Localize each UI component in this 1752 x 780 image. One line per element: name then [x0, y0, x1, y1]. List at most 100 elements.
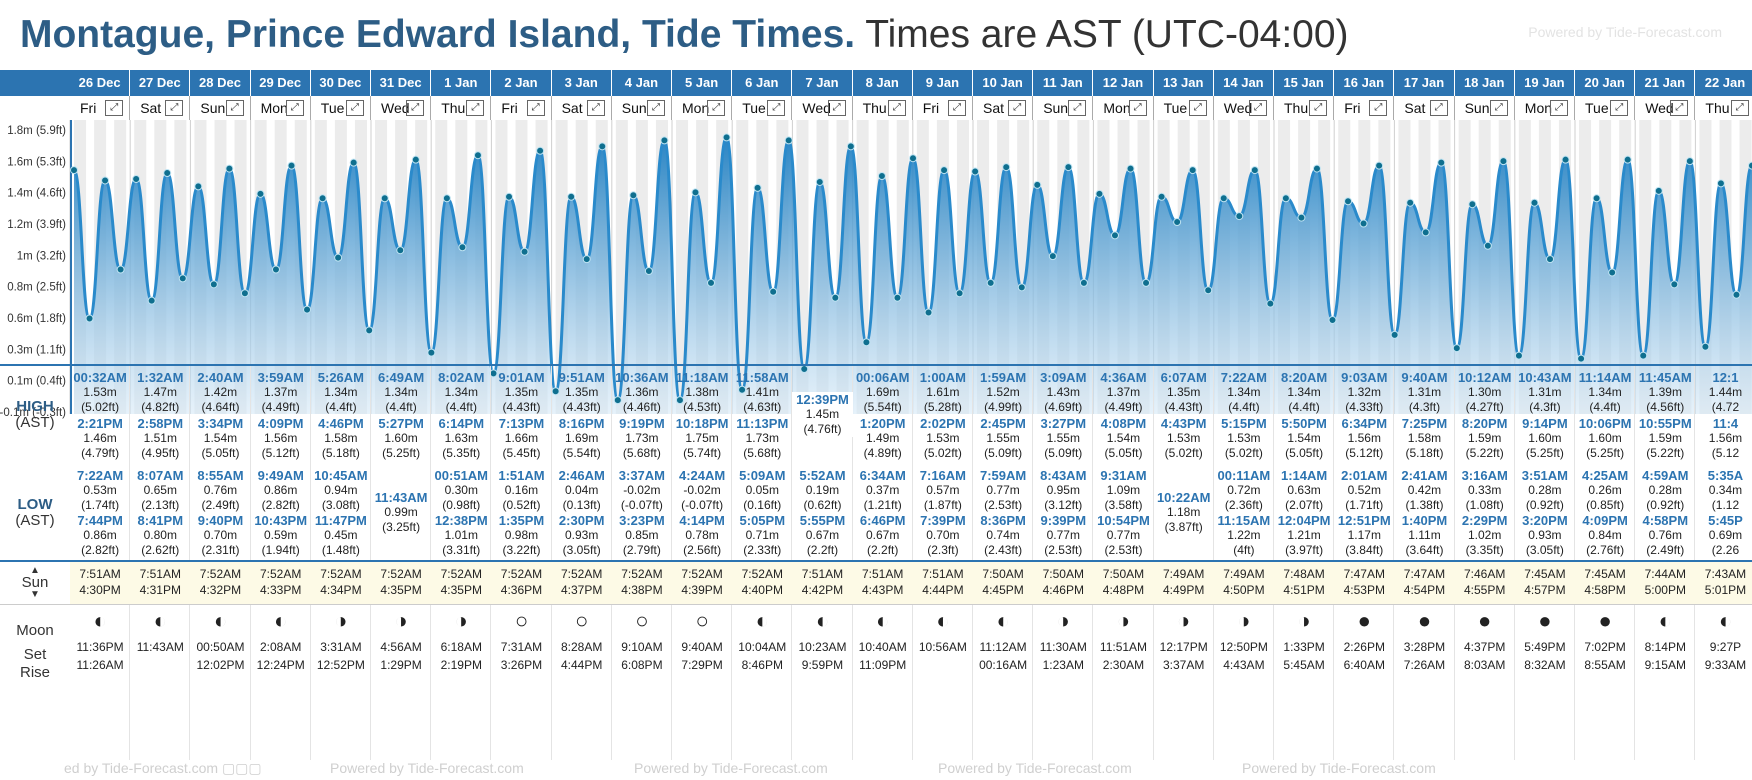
tide-point[interactable]	[1546, 255, 1555, 264]
tide-point[interactable]	[909, 154, 917, 163]
expand-icon[interactable]: ⤢	[105, 100, 124, 116]
tide-point[interactable]	[85, 314, 94, 323]
tide-point[interactable]	[1110, 231, 1119, 240]
expand-icon[interactable]: ⤢	[1549, 100, 1568, 116]
tide-point[interactable]	[971, 167, 980, 176]
tide-point[interactable]	[1017, 283, 1026, 292]
tide-point[interactable]	[1033, 180, 1042, 189]
tide-point[interactable]	[660, 136, 669, 145]
tide-point[interactable]	[1204, 286, 1213, 295]
tide-point[interactable]	[862, 338, 871, 347]
expand-icon[interactable]: ⤢	[1429, 100, 1448, 116]
expand-icon[interactable]: ⤢	[767, 100, 786, 116]
tide-point[interactable]	[815, 177, 824, 186]
expand-icon[interactable]: ⤢	[1248, 100, 1267, 116]
tide-point[interactable]	[411, 155, 420, 164]
tide-point[interactable]	[1344, 197, 1353, 206]
expand-icon[interactable]: ⤢	[1188, 100, 1207, 116]
tide-point[interactable]	[1126, 164, 1135, 173]
tide-point[interactable]	[303, 305, 312, 314]
tide-point[interactable]	[1608, 268, 1617, 277]
tide-point[interactable]	[1079, 278, 1088, 287]
tide-point[interactable]	[1421, 228, 1430, 237]
tide-point[interactable]	[365, 326, 374, 335]
tide-point[interactable]	[1732, 290, 1741, 299]
tide-point[interactable]	[225, 164, 234, 173]
expand-icon[interactable]: ⤢	[1068, 100, 1087, 116]
tide-point[interactable]	[178, 274, 187, 283]
tide-point[interactable]	[1250, 166, 1259, 175]
tide-point[interactable]	[1437, 158, 1446, 167]
expand-icon[interactable]: ⤢	[1369, 100, 1388, 116]
tide-point[interactable]	[955, 289, 964, 298]
tide-point[interactable]	[629, 191, 638, 200]
tide-point[interactable]	[1701, 342, 1710, 351]
tide-point[interactable]	[1142, 278, 1151, 287]
tide-point[interactable]	[1173, 218, 1182, 227]
tide-point[interactable]	[473, 151, 482, 160]
tide-point[interactable]	[396, 246, 405, 255]
tide-point[interactable]	[1468, 200, 1477, 209]
tide-point[interactable]	[1157, 192, 1166, 201]
tide-point[interactable]	[101, 176, 110, 185]
tide-point[interactable]	[1639, 351, 1648, 360]
tide-point[interactable]	[1390, 330, 1399, 339]
tide-point[interactable]	[924, 308, 933, 317]
tide-point[interactable]	[1328, 315, 1337, 324]
tide-point[interactable]	[1281, 194, 1290, 203]
tide-point[interactable]	[1235, 212, 1244, 221]
tide-point[interactable]	[458, 243, 467, 252]
tide-point[interactable]	[940, 166, 949, 175]
expand-icon[interactable]: ⤢	[646, 100, 665, 116]
expand-icon[interactable]: ⤢	[285, 100, 304, 116]
expand-icon[interactable]: ⤢	[466, 100, 485, 116]
tide-point[interactable]	[691, 188, 700, 197]
tide-point[interactable]	[1359, 219, 1368, 228]
tide-point[interactable]	[1266, 299, 1275, 308]
tide-point[interactable]	[147, 296, 156, 305]
tide-point[interactable]	[1530, 198, 1539, 207]
tide-point[interactable]	[271, 265, 280, 274]
tide-point[interactable]	[1375, 161, 1384, 170]
tide-point[interactable]	[675, 396, 684, 405]
tide-point[interactable]	[598, 142, 607, 151]
expand-icon[interactable]: ⤢	[1670, 100, 1689, 116]
tide-point[interactable]	[116, 265, 125, 274]
tide-point[interactable]	[1312, 164, 1321, 173]
tide-point[interactable]	[442, 194, 451, 203]
tide-point[interactable]	[1670, 280, 1679, 289]
tide-point[interactable]	[318, 194, 327, 203]
tide-point[interactable]	[738, 385, 747, 394]
tide-point[interactable]	[1188, 166, 1197, 175]
expand-icon[interactable]: ⤢	[586, 100, 605, 116]
tide-point[interactable]	[334, 253, 343, 262]
expand-icon[interactable]: ⤢	[165, 100, 184, 116]
tide-point[interactable]	[1002, 163, 1011, 172]
sun-toggle[interactable]: ▲ Sun ▼	[0, 564, 70, 604]
expand-icon[interactable]: ⤢	[1610, 100, 1629, 116]
tide-point[interactable]	[1514, 351, 1523, 360]
expand-icon[interactable]: ⤢	[345, 100, 364, 116]
tide-point[interactable]	[831, 293, 840, 302]
tide-point[interactable]	[1748, 161, 1752, 170]
tide-point[interactable]	[722, 133, 731, 142]
tide-point[interactable]	[1623, 155, 1632, 164]
tide-point[interactable]	[505, 192, 514, 201]
tide-point[interactable]	[520, 247, 529, 256]
tide-point[interactable]	[1561, 155, 1570, 164]
tide-point[interactable]	[753, 183, 762, 192]
tide-point[interactable]	[380, 194, 389, 203]
tide-point[interactable]	[163, 169, 172, 178]
tide-point[interactable]	[567, 192, 576, 201]
tide-point[interactable]	[287, 161, 296, 170]
tide-point[interactable]	[489, 369, 498, 378]
tide-point[interactable]	[613, 396, 622, 405]
tide-point[interactable]	[769, 287, 778, 296]
tide-point[interactable]	[707, 278, 716, 287]
expand-icon[interactable]: ⤢	[947, 100, 966, 116]
expand-icon[interactable]: ⤢	[707, 100, 726, 116]
tide-point[interactable]	[1219, 194, 1228, 203]
tide-point[interactable]	[427, 348, 436, 357]
expand-icon[interactable]: ⤢	[1309, 100, 1328, 116]
tide-point[interactable]	[877, 172, 886, 181]
